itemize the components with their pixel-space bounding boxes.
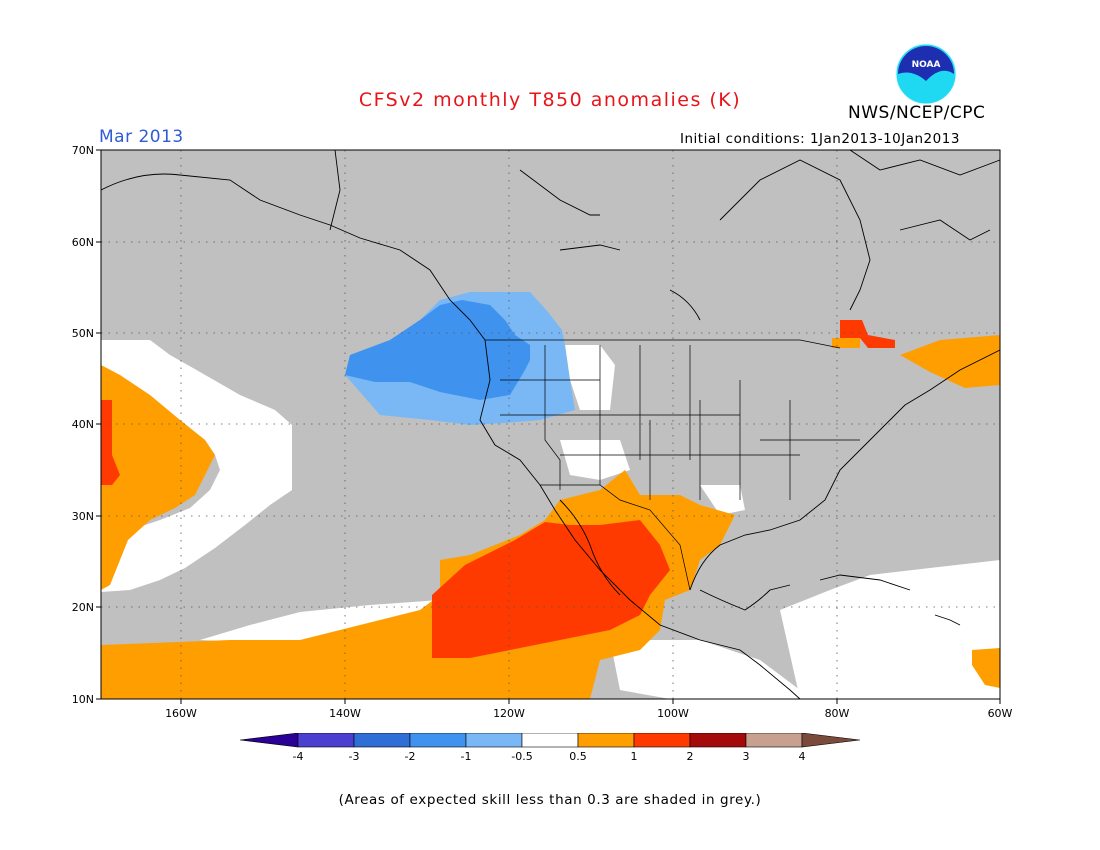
neutral-pacific xyxy=(101,340,292,592)
legend-bin-lower-extreme xyxy=(240,733,299,748)
organization-label: NWS/NCEP/CPC xyxy=(848,103,986,123)
legend-tick-label: 4 xyxy=(799,750,806,763)
legend-tick-label: -0.5 xyxy=(511,750,532,763)
warm-east-small xyxy=(832,338,860,348)
noaa-logo-icon: NOAA xyxy=(895,43,957,105)
political-borders xyxy=(485,339,860,591)
strong-warm-areas xyxy=(101,320,895,658)
lon-label: 140W xyxy=(329,707,361,720)
lat-label: 30N xyxy=(72,510,94,523)
coastlines xyxy=(100,149,1001,700)
lon-label: 60W xyxy=(988,707,1013,720)
color-scale-legend: -4 -3 -2 -1 -0.5 0.5 1 2 3 4 xyxy=(240,733,861,763)
lon-label: 120W xyxy=(493,707,525,720)
skill-footnote: (Areas of expected skill less than 0.3 a… xyxy=(338,792,762,808)
legend-bin xyxy=(521,733,579,748)
logo-text: NOAA xyxy=(912,60,941,70)
legend-tick-label: -1 xyxy=(461,750,472,763)
neutral-north xyxy=(565,345,615,410)
legend-bin xyxy=(465,733,523,748)
forecast-month: Mar 2013 xyxy=(99,127,184,147)
latitude-labels: 70N 60N 50N 40N 30N 20N 10N xyxy=(72,144,94,706)
strong-warm-pacific-edge xyxy=(101,400,120,485)
neutral-gulf xyxy=(700,485,745,515)
legend-tick-label: 1 xyxy=(631,750,638,763)
legend-bin xyxy=(297,733,355,748)
legend-bin xyxy=(689,733,747,748)
legend-tick-label: 0.5 xyxy=(569,750,587,763)
cold-medium-region xyxy=(345,300,530,400)
legend-tick-label: 3 xyxy=(743,750,750,763)
graticule xyxy=(101,150,1000,699)
lat-label: 10N xyxy=(72,693,94,706)
strong-warm-labrador xyxy=(840,320,895,348)
lon-label: 100W xyxy=(657,707,689,720)
legend-bin xyxy=(577,733,635,748)
legend-bin xyxy=(745,733,803,748)
lat-label: 40N xyxy=(72,418,94,431)
legend-bin-upper-extreme xyxy=(801,733,861,748)
warm-pacific-west xyxy=(101,365,215,590)
lon-label: 80W xyxy=(825,707,850,720)
lon-label: 160W xyxy=(165,707,197,720)
lat-label: 70N xyxy=(72,144,94,157)
longitude-labels: 160W 140W 120W 100W 80W 60W xyxy=(165,707,1012,720)
neutral-caribbean xyxy=(780,560,1000,699)
neutral-mexico xyxy=(610,640,800,699)
legend-bin xyxy=(633,733,691,748)
legend-bin xyxy=(409,733,467,748)
axis-ticks xyxy=(96,149,1001,704)
warm-quebec xyxy=(900,335,1000,388)
legend-bin xyxy=(353,733,411,748)
cold-anomaly-areas xyxy=(345,292,575,425)
strong-warm-mexico xyxy=(432,520,670,658)
legend-tick-label: -2 xyxy=(405,750,416,763)
neutral-west-us xyxy=(560,440,630,480)
legend-tick-label: -3 xyxy=(349,750,360,763)
legend-tick-label: 2 xyxy=(687,750,694,763)
warm-atlantic-edge xyxy=(972,648,1000,688)
lat-label: 50N xyxy=(72,327,94,340)
legend-tick-label: -4 xyxy=(293,750,304,763)
lat-label: 60N xyxy=(72,236,94,249)
lat-label: 20N xyxy=(72,601,94,614)
map-title: CFSv2 monthly T850 anomalies (K) xyxy=(358,89,742,111)
initial-conditions: Initial conditions: 1Jan2013-10Jan2013 xyxy=(680,131,960,147)
